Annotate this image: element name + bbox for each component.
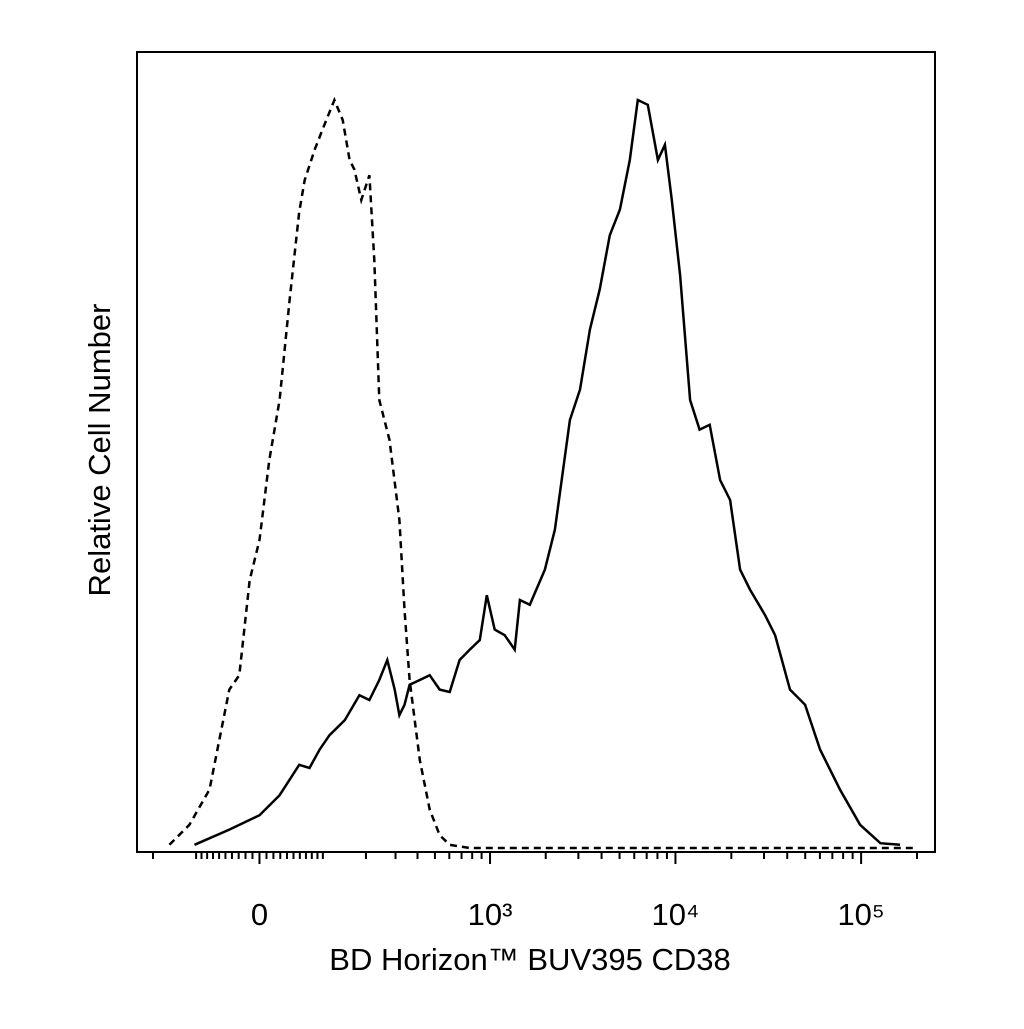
histogram-line bbox=[168, 96, 917, 850]
y-axis-label: Relative Cell Number bbox=[82, 304, 117, 597]
x-tick-label: 0 bbox=[251, 897, 268, 932]
x-tick-label: 10³ bbox=[468, 897, 513, 932]
plot-frame bbox=[136, 51, 936, 853]
x-tick-label: 10⁴ bbox=[652, 897, 700, 932]
x-axis-label: BD Horizon™ BUV395 CD38 bbox=[329, 942, 730, 977]
x-tick-label: 10⁵ bbox=[837, 897, 884, 932]
histogram-line bbox=[193, 98, 901, 847]
